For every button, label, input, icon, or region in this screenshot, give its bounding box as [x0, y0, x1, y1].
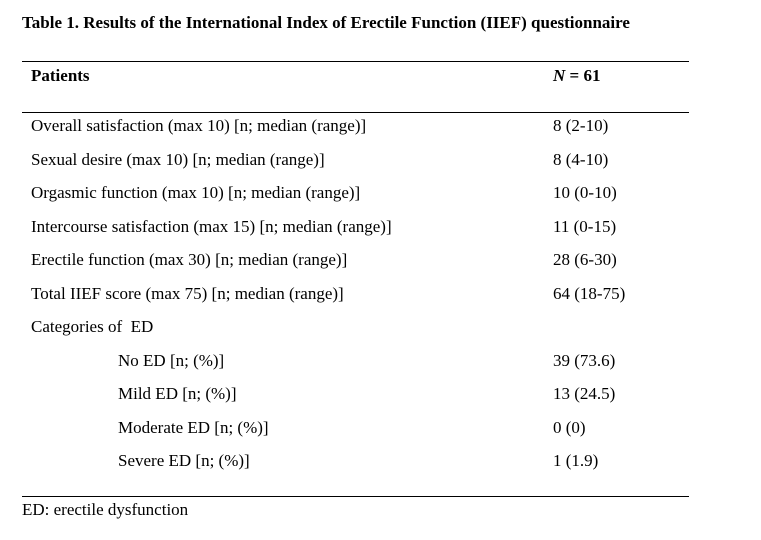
row-value: 8 (2-10): [553, 116, 609, 135]
table-bottom-rule: [22, 496, 689, 497]
table-row-total-iief-score: Total IIEF score (max 75) [n; median (ra…: [0, 284, 761, 318]
row-label: No ED [n; (%)]: [118, 350, 225, 370]
row-label: Mild ED [n; (%)]: [118, 384, 237, 403]
table-header-rule: [22, 112, 689, 113]
row-value: 0 (0): [553, 417, 586, 437]
row-label: Total IIEF score (max 75) [n; median (ra…: [31, 283, 344, 303]
row-value: 28 (6-30): [553, 250, 617, 269]
table-row-no-ed: No ED [n; (%)] 39 (73.6): [0, 351, 761, 385]
table-row-severe-ed: Severe ED [n; (%)] 1 (1.9): [0, 451, 761, 485]
table-row-overall-satisfaction: Overall satisfaction (max 10) [n; median…: [0, 116, 761, 150]
n-symbol: N: [553, 66, 566, 85]
header-n-count: N = 61: [553, 66, 600, 86]
row-label: Categories of ED: [31, 317, 154, 336]
row-value: 13 (24.5): [553, 384, 616, 403]
row-label: Severe ED [n; (%)]: [118, 451, 250, 470]
row-label: Moderate ED [n; (%)]: [118, 417, 269, 437]
row-value: 39 (73.6): [553, 350, 616, 370]
table-footnote: ED: erectile dysfunction: [22, 500, 189, 519]
table-row-moderate-ed: Moderate ED [n; (%)] 0 (0): [0, 418, 761, 452]
table-top-rule: [22, 61, 689, 62]
table-row-sexual-desire: Sexual desire (max 10) [n; median (range…: [0, 150, 761, 184]
row-label: Intercourse satisfaction (max 15) [n; me…: [31, 216, 392, 236]
row-label: Overall satisfaction (max 10) [n; median…: [31, 116, 367, 135]
n-value: = 61: [565, 66, 601, 85]
table-body: Overall satisfaction (max 10) [n; median…: [0, 116, 761, 485]
table-row-categories-of-ed: Categories of ED: [0, 317, 761, 351]
row-label: Erectile function (max 30) [n; median (r…: [31, 250, 348, 269]
row-value: 1 (1.9): [553, 451, 599, 470]
table-row-intercourse-satisfaction: Intercourse satisfaction (max 15) [n; me…: [0, 217, 761, 251]
row-label: Sexual desire (max 10) [n; median (range…: [31, 149, 325, 169]
table-row-orgasmic-function: Orgasmic function (max 10) [n; median (r…: [0, 183, 761, 217]
row-value: 8 (4-10): [553, 149, 609, 169]
table-caption: Table 1. Results of the International In…: [22, 13, 630, 32]
row-label: Orgasmic function (max 10) [n; median (r…: [31, 183, 361, 202]
header-patients: Patients: [31, 66, 90, 85]
table-row-mild-ed: Mild ED [n; (%)] 13 (24.5): [0, 384, 761, 418]
table-row-erectile-function: Erectile function (max 30) [n; median (r…: [0, 250, 761, 284]
row-value: 10 (0-10): [553, 183, 617, 202]
row-value: 11 (0-15): [553, 216, 617, 236]
row-value: 64 (18-75): [553, 283, 626, 303]
